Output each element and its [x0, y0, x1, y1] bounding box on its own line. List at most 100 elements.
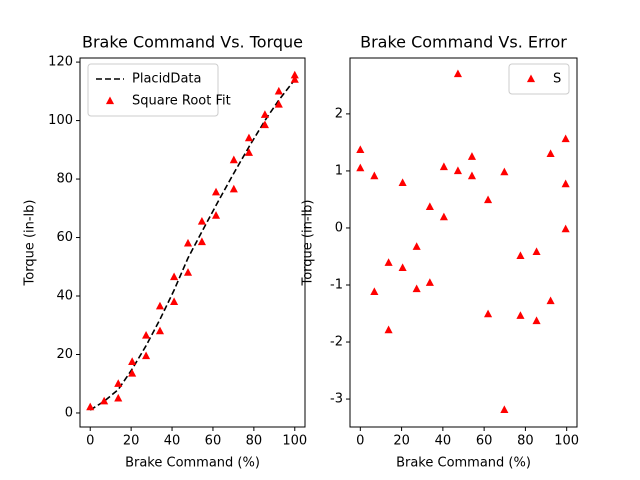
- data-point: [484, 195, 493, 204]
- data-point: [142, 330, 151, 339]
- y-axis-label: Torque (in-lb): [23, 200, 38, 287]
- data-point: [546, 149, 555, 157]
- data-point: [439, 162, 448, 171]
- axes-frame: [349, 57, 578, 428]
- data-point: [128, 357, 137, 365]
- data-point: [370, 171, 379, 180]
- x-tick-label: 40: [435, 434, 452, 449]
- data-point: [453, 69, 462, 78]
- data-point: [244, 133, 254, 142]
- legend-label: Square Root Fit: [132, 94, 231, 109]
- data-point: [197, 237, 206, 246]
- x-tick-label: 100: [282, 434, 307, 449]
- data-point: [370, 287, 379, 295]
- y-tick-label: 0: [65, 405, 73, 420]
- data-point: [561, 179, 570, 188]
- x-tick-label: 100: [554, 434, 579, 449]
- data-point: [412, 242, 421, 250]
- y-tick-label: 100: [48, 113, 73, 128]
- y-tick-label: 20: [56, 347, 73, 362]
- plot-area: [86, 70, 299, 411]
- x-tick-label: 60: [476, 434, 493, 449]
- data-point: [516, 311, 525, 319]
- data-point: [398, 263, 407, 272]
- data-point: [425, 278, 434, 286]
- y-tick-label: 80: [56, 172, 73, 187]
- data-point: [183, 268, 193, 276]
- data-point: [170, 272, 179, 281]
- data-point: [142, 351, 151, 360]
- data-point: [384, 258, 393, 266]
- legend-marker: [105, 96, 115, 105]
- data-point: [155, 301, 165, 310]
- data-point: [561, 134, 570, 143]
- data-point: [453, 166, 462, 175]
- data-point: [500, 167, 509, 176]
- y-tick-label: -1: [330, 277, 343, 292]
- data-point: [155, 326, 165, 335]
- x-axis-label: Brake Command (%): [396, 456, 531, 471]
- x-tick-label: 80: [517, 434, 534, 449]
- data-point: [114, 393, 123, 402]
- data-point: [260, 110, 269, 118]
- x-tick-label: 80: [246, 434, 263, 449]
- x-tick-label: 40: [164, 434, 181, 449]
- legend-box: [508, 63, 570, 95]
- data-point: [356, 145, 365, 153]
- legend-label: S: [553, 72, 561, 87]
- data-point: [561, 224, 570, 233]
- data-point: [260, 120, 269, 129]
- chart-title: Brake Command Vs. Torque: [82, 33, 303, 52]
- y-tick-label: 40: [56, 289, 73, 304]
- y-tick-label: 2: [335, 106, 343, 121]
- data-point: [128, 368, 137, 377]
- data-point: [467, 171, 477, 180]
- data-point: [425, 202, 434, 211]
- data-point: [516, 251, 525, 260]
- chart-title: Brake Command Vs. Error: [360, 33, 567, 52]
- data-point: [197, 216, 206, 225]
- data-point: [532, 316, 541, 325]
- data-point: [229, 155, 238, 164]
- data-point: [274, 99, 283, 108]
- plot-area: [356, 69, 570, 414]
- x-tick-label: 60: [205, 434, 222, 449]
- data-point: [211, 187, 221, 196]
- data-point: [484, 309, 493, 318]
- data-point: [170, 297, 179, 306]
- data-point: [211, 211, 221, 219]
- axes-frame: [79, 57, 306, 428]
- data-point: [356, 163, 365, 172]
- y-tick-label: 0: [335, 220, 343, 235]
- data-point: [100, 396, 109, 405]
- data-point: [500, 405, 509, 414]
- data-point: [290, 75, 299, 83]
- data-point: [384, 325, 393, 334]
- data-point: [229, 184, 238, 193]
- x-tick-label: 0: [356, 434, 364, 449]
- data-point: [546, 296, 555, 305]
- data-point: [398, 178, 407, 187]
- data-point: [86, 402, 95, 411]
- y-tick-label: 1: [335, 163, 343, 178]
- legend-box: [87, 63, 219, 117]
- y-tick-label: 120: [48, 55, 73, 70]
- x-tick-label: 20: [123, 434, 140, 449]
- data-point: [244, 148, 254, 156]
- legend-marker: [526, 74, 536, 83]
- y-tick-label: -3: [330, 392, 343, 407]
- data-point: [183, 238, 193, 247]
- x-tick-label: 0: [86, 434, 94, 449]
- data-point: [467, 152, 477, 160]
- data-point: [439, 212, 448, 221]
- data-point: [274, 86, 283, 95]
- x-tick-label: 20: [393, 434, 410, 449]
- data-point: [532, 247, 541, 256]
- x-axis-label: Brake Command (%): [125, 456, 260, 471]
- legend-label: PlacidData: [132, 72, 201, 87]
- data-point: [412, 284, 421, 293]
- y-axis-label: Torque (in-lb): [301, 200, 316, 287]
- data-point: [114, 379, 123, 387]
- data-point: [290, 70, 299, 79]
